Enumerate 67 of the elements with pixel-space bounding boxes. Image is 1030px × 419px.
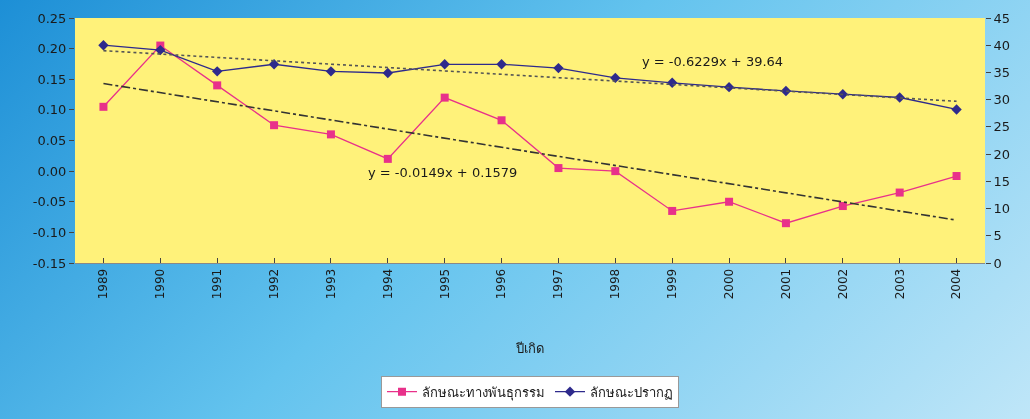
- x-axis-title: ปีเกิด: [515, 340, 544, 356]
- x-tick-label: 1998: [608, 268, 623, 300]
- x-tick-label: 1991: [210, 268, 225, 300]
- point: [838, 202, 847, 211]
- point: [213, 81, 222, 90]
- y2-tick-label: 10: [993, 201, 1011, 217]
- x-tick-label: 2000: [721, 268, 736, 300]
- y-tick-label: 0.05: [37, 133, 67, 149]
- x-tick-label: 1995: [437, 268, 452, 300]
- point: [611, 167, 620, 176]
- x-tick-label: 1994: [380, 268, 395, 300]
- x-tick-label: 1990: [153, 268, 168, 300]
- y-tick-label: 0.15: [37, 71, 67, 87]
- x-tick-label: 1993: [323, 268, 338, 300]
- y-tick-label: 0.10: [37, 102, 67, 118]
- point: [781, 219, 790, 228]
- y2-tick-label: 35: [993, 64, 1011, 80]
- y-tick-label: 0.00: [37, 163, 67, 179]
- x-tick-label: 2004: [949, 268, 964, 300]
- point: [440, 93, 449, 102]
- y-tick-label: 0.20: [37, 41, 67, 57]
- point: [952, 172, 961, 181]
- point: [325, 66, 337, 77]
- y2-tick-label: 25: [993, 119, 1011, 135]
- y2-tick-label: 45: [993, 10, 1011, 26]
- point: [383, 154, 392, 163]
- annotation: y = -0.0149x + 0.1579: [368, 165, 518, 180]
- x-tick-label: 2003: [892, 268, 907, 300]
- point: [326, 130, 335, 139]
- x-tick-label: 1999: [665, 268, 680, 300]
- point: [155, 44, 166, 56]
- point: [725, 197, 734, 206]
- point: [382, 67, 394, 79]
- point: [99, 102, 108, 111]
- y2-tick-label: 5: [993, 228, 1002, 244]
- point: [496, 59, 507, 70]
- x-tick-label: 2001: [778, 268, 793, 300]
- y-tick-label: -0.10: [32, 224, 67, 240]
- y-tick-label: -0.15: [32, 255, 67, 271]
- y2-tick-label: 15: [993, 173, 1011, 189]
- point: [951, 104, 962, 115]
- x-tick-label: 1996: [494, 268, 509, 300]
- y2-tick-label: 30: [993, 92, 1011, 108]
- y2-tick-label: 20: [993, 146, 1011, 162]
- point: [497, 116, 506, 125]
- point: [439, 59, 450, 70]
- point: [837, 89, 849, 100]
- x-tick-label: 2002: [835, 268, 850, 300]
- point: [666, 77, 678, 88]
- point: [895, 188, 904, 197]
- y-tick-label: 0.25: [37, 10, 67, 26]
- point: [554, 164, 563, 173]
- annotation: y = -0.6229x + 39.64: [642, 54, 784, 69]
- x-tick-label: 1997: [551, 268, 566, 300]
- point: [98, 40, 109, 51]
- y2-tick-label: 0: [993, 255, 1002, 271]
- point: [610, 72, 621, 84]
- x-tick-label: 1989: [96, 268, 111, 300]
- legend-label: ลักษณะทางพันธุกรรม: [422, 384, 545, 401]
- point: [553, 62, 564, 74]
- legend-label: ลักษณะปรากฏ: [590, 384, 673, 400]
- point: [270, 121, 279, 130]
- point: [211, 66, 223, 77]
- y2-tick-label: 40: [993, 37, 1011, 53]
- point: [668, 206, 677, 215]
- x-tick-label: 1992: [266, 268, 281, 300]
- y-tick-label: -0.05: [32, 194, 67, 210]
